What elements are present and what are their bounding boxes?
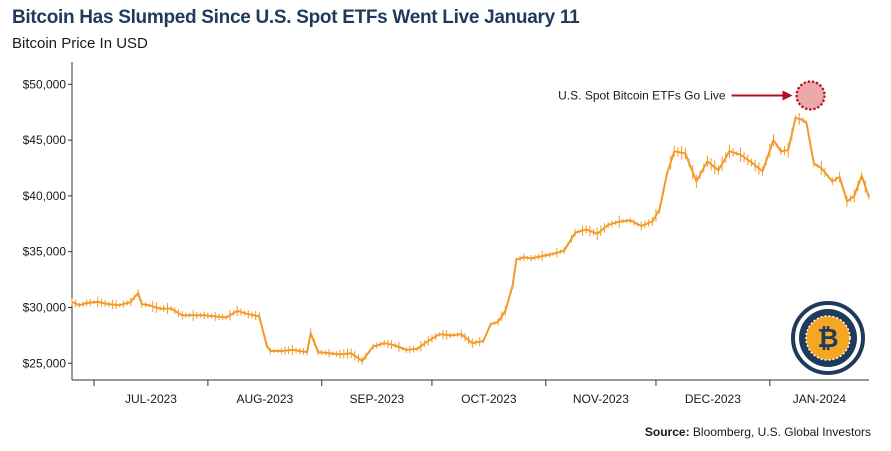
x-axis: JUL-2023 AUG-2023 SEP-2023 OCT-2023 NOV-2023… <box>72 379 869 406</box>
bitcoin-logo-icon: ₿ <box>791 301 865 375</box>
y-tick-label: $40,000 <box>23 189 67 203</box>
x-tick-label: AUG-2023 <box>236 392 293 406</box>
chart-title: Bitcoin Has Slumped Since U.S. Spot ETFs… <box>12 7 580 28</box>
x-tick-label: OCT-2023 <box>461 392 517 406</box>
x-tick-label: DEC-2023 <box>685 392 741 406</box>
price-line <box>71 116 870 362</box>
y-tick-label: $25,000 <box>23 356 67 370</box>
y-tick-label: $30,000 <box>23 300 67 314</box>
etf-annotation: U.S. Spot Bitcoin ETFs Go Live <box>558 80 826 111</box>
source-text: Bloomberg, U.S. Global Investors <box>689 425 871 439</box>
chart-subtitle: Bitcoin Price In USD <box>12 35 148 52</box>
etf-arrow-head <box>782 90 793 101</box>
x-tick-label: JUL-2023 <box>125 392 177 406</box>
x-tick-label: NOV-2023 <box>573 392 629 406</box>
x-tick-label: SEP-2023 <box>349 392 404 406</box>
price-series <box>71 112 870 365</box>
etf-highlight-circle <box>795 80 826 111</box>
etf-annotation-label: U.S. Spot Bitcoin ETFs Go Live <box>558 88 726 102</box>
y-tick-label: $45,000 <box>23 133 67 147</box>
y-tick-label: $50,000 <box>23 77 67 91</box>
y-tick-label: $35,000 <box>23 245 67 259</box>
y-axis: $25,000 $30,000 $35,000 $40,000 $45,000 $50,0… <box>23 62 73 380</box>
source-note: Source: Bloomberg, U.S. Global Investors <box>645 425 871 439</box>
bitcoin-glyph: ₿ <box>817 324 838 354</box>
x-tick-label: JAN-2024 <box>793 392 847 406</box>
source-label: Source: <box>644 425 690 439</box>
